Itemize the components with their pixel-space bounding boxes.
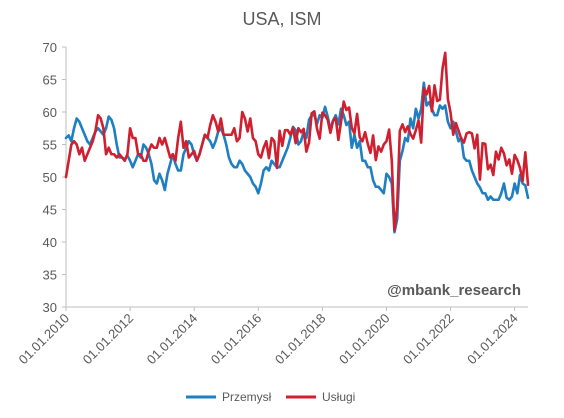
chart-title: USA, ISM <box>242 9 321 29</box>
x-tick-label: 01.01.2018 <box>272 311 329 368</box>
y-tick-label: 50 <box>43 170 57 185</box>
x-tick-label: 01.01.2012 <box>80 311 137 368</box>
x-tick-label: 01.01.2014 <box>144 311 201 368</box>
x-tick-label: 01.01.2010 <box>15 311 72 368</box>
watermark-label: @mbank_research <box>387 282 521 299</box>
legend-label-przemysl: Przemysł <box>222 390 272 404</box>
y-tick-label: 60 <box>43 105 57 120</box>
x-tick-label: 01.01.2020 <box>336 311 393 368</box>
y-tick-label: 55 <box>43 138 57 153</box>
x-tick-label: 01.01.2024 <box>464 311 521 368</box>
x-tick-label: 01.01.2022 <box>400 311 457 368</box>
x-tick-label: 01.01.2016 <box>208 311 265 368</box>
y-axis: 30 35 40 45 50 55 60 65 70 <box>43 40 67 315</box>
legend: Przemysł Usługi <box>186 390 355 404</box>
x-axis: 01.01.2010 01.01.2012 01.01.2014 01.01.2016… <box>15 306 528 368</box>
series-line-uslugi <box>64 51 530 232</box>
y-tick-label: 65 <box>43 73 57 88</box>
y-tick-label: 40 <box>43 235 57 250</box>
legend-label-uslugi: Usługi <box>322 390 355 404</box>
y-tick-label: 45 <box>43 203 57 218</box>
y-tick-label: 35 <box>43 268 57 283</box>
series-layer <box>64 51 530 234</box>
y-tick-label: 70 <box>43 40 57 55</box>
y-tick-label: 30 <box>43 300 57 315</box>
series-line-przemysl <box>64 81 530 234</box>
